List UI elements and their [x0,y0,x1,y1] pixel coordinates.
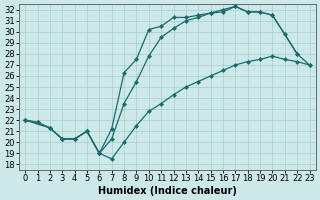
X-axis label: Humidex (Indice chaleur): Humidex (Indice chaleur) [98,186,237,196]
